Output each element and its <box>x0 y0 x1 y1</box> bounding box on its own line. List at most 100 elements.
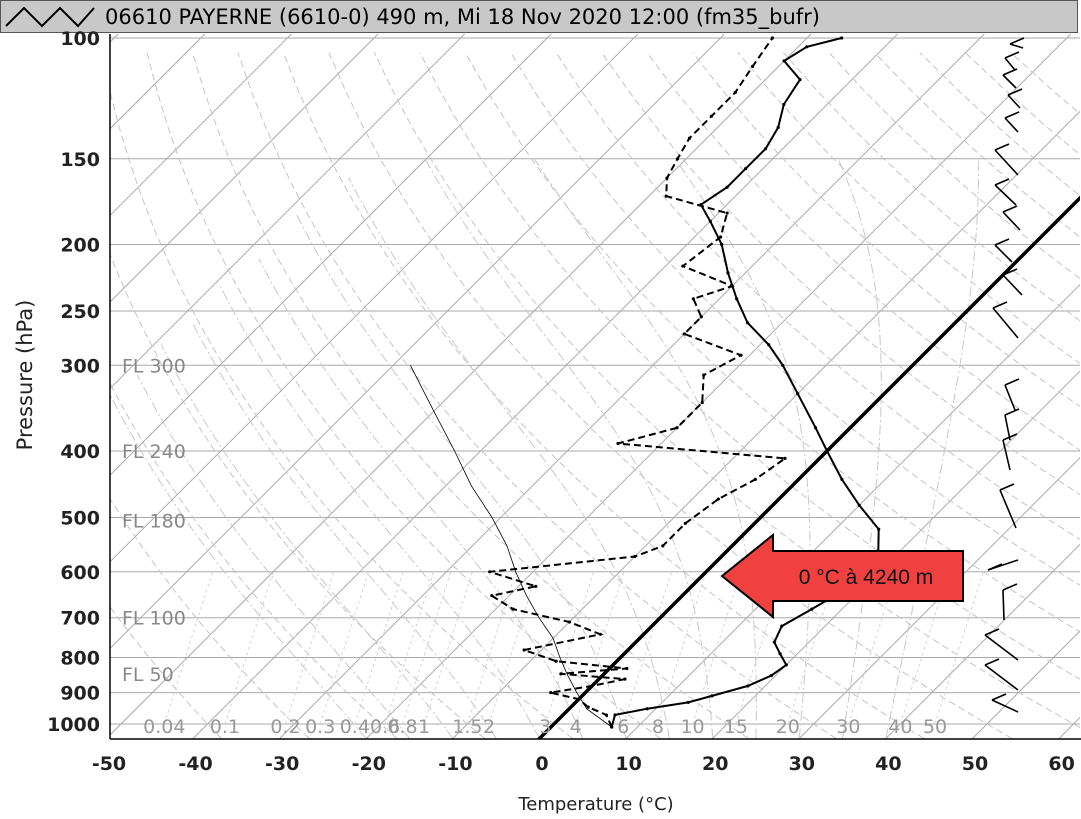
isotherm-line <box>972 630 1080 739</box>
mixing-ratio-label: 20 <box>776 716 800 738</box>
y-tick-label: 500 <box>60 507 100 529</box>
parcel-path-line <box>410 365 612 728</box>
dry-adiabat <box>110 89 574 739</box>
temperature-line-point <box>825 449 829 453</box>
flight-level-label: FL 240 <box>122 441 186 463</box>
y-tick-label: 300 <box>60 355 100 377</box>
y-tick-label: 800 <box>60 648 100 670</box>
dry-adiabat <box>601 52 1080 496</box>
isotherm-line <box>885 543 1080 739</box>
wind-barb <box>1002 74 1017 89</box>
dry-adiabat <box>646 52 1080 451</box>
x-tick-label: -50 <box>92 753 126 775</box>
freezing-level-arrow <box>720 532 964 620</box>
dewpoint-line-point <box>604 713 608 717</box>
mixing-ratio-line <box>354 571 404 725</box>
zigzag-menu-icon[interactable] <box>4 4 96 30</box>
dewpoint-line-point <box>567 620 572 624</box>
wind-barb-flag <box>994 238 1010 246</box>
dry-adiabat <box>692 52 1080 408</box>
dewpoint-line-point <box>623 677 627 681</box>
x-tick-label: 0 <box>535 753 548 775</box>
dewpoint-line-point <box>616 441 620 446</box>
flight-level-label: FL 50 <box>122 664 174 686</box>
temperature-line-point <box>708 219 712 223</box>
temperature-line-point <box>726 271 730 275</box>
wind-barb-flag <box>1004 51 1020 59</box>
dry-adiabat <box>282 52 925 739</box>
mixing-ratio-label: 15 <box>724 716 748 738</box>
temperature-line-point <box>810 607 814 611</box>
isotherm-line <box>279 34 985 739</box>
dewpoint-line-point <box>719 235 723 239</box>
wind-barb <box>994 184 1017 206</box>
wind-barb-flag <box>1002 433 1018 441</box>
wind-barb-flag <box>994 178 1010 186</box>
wind-barb-flag <box>1007 88 1023 96</box>
mixing-ratio-label: 3 <box>539 716 551 738</box>
dry-adiabat <box>110 382 398 739</box>
x-tick-label: 60 <box>1048 753 1074 775</box>
mixing-ratio-line <box>224 571 274 725</box>
wind-barb-flag <box>999 483 1015 491</box>
wind-barb-flag <box>1002 205 1018 213</box>
dewpoint-line-point <box>577 697 581 701</box>
wind-barb <box>994 244 1013 263</box>
temperature-line-point <box>613 713 617 717</box>
dewpoint-line-point <box>488 570 492 574</box>
wind-barb <box>999 489 1017 529</box>
mixing-ratio-label: 0.8 <box>387 716 417 738</box>
dry-adiabat <box>555 52 1080 541</box>
temperature-line-point <box>746 684 750 688</box>
x-axis-label: Temperature (°C) <box>517 794 673 815</box>
y-tick-label: 250 <box>60 301 100 323</box>
y-tick-label: 700 <box>60 608 100 630</box>
mixing-ratio-line <box>285 571 335 725</box>
x-tick-label: -20 <box>352 753 386 775</box>
dewpoint-line-point <box>691 297 695 301</box>
wind-barb-flag <box>1002 583 1018 591</box>
isotherm-line <box>365 34 1072 739</box>
x-tick-label: -30 <box>265 753 299 775</box>
moist-adiabat <box>191 322 497 739</box>
temperature-line-point <box>710 694 714 698</box>
mixing-ratio-label: 0.6 <box>370 716 400 738</box>
dewpoint-line-point <box>598 632 603 636</box>
mixing-ratio-label: 0.3 <box>305 716 335 738</box>
dewpoint-line-point <box>681 264 685 268</box>
mixing-ratio-label: 10 <box>680 716 704 738</box>
flight-level-label: FL 300 <box>122 355 186 377</box>
wind-barb-flag <box>984 658 1000 666</box>
y-tick-label: 900 <box>60 683 100 705</box>
wind-barb <box>1004 117 1019 133</box>
mixing-ratio-label: 8 <box>652 716 664 738</box>
mixing-ratio-line <box>401 571 452 725</box>
dewpoint-line-point <box>554 659 558 663</box>
temperature-line-point <box>745 321 750 325</box>
dewpoint-line-point <box>549 691 553 695</box>
temperature-line-point <box>796 392 800 396</box>
mixing-ratio-line <box>466 571 517 725</box>
y-axis-label: Pressure (hPa) <box>13 300 37 451</box>
temperature-line-point <box>784 663 788 667</box>
dewpoint-line-point <box>753 477 757 482</box>
temperature-line-point <box>840 36 844 40</box>
dewpoint-line-point <box>511 607 515 611</box>
wind-barb-flag <box>1002 268 1018 276</box>
dewpoint-line-point <box>751 64 755 68</box>
flight-level-label: FL 180 <box>122 510 186 532</box>
dewpoint-line-point <box>665 176 669 180</box>
dry-adiabat <box>737 52 1080 364</box>
mixing-ratio-line <box>657 571 707 725</box>
dewpoint-line-point <box>699 315 703 319</box>
dewpoint-line-point <box>661 544 665 548</box>
dewpoint-line-point <box>534 584 538 588</box>
wind-barbs <box>984 37 1025 713</box>
temperature-line-point <box>780 624 784 628</box>
wind-barb <box>1007 94 1021 109</box>
dry-adiabat <box>237 52 837 739</box>
isotherm-line <box>712 370 1080 739</box>
x-tick-label: -40 <box>178 753 212 775</box>
mixing-ratio-line <box>319 571 369 725</box>
